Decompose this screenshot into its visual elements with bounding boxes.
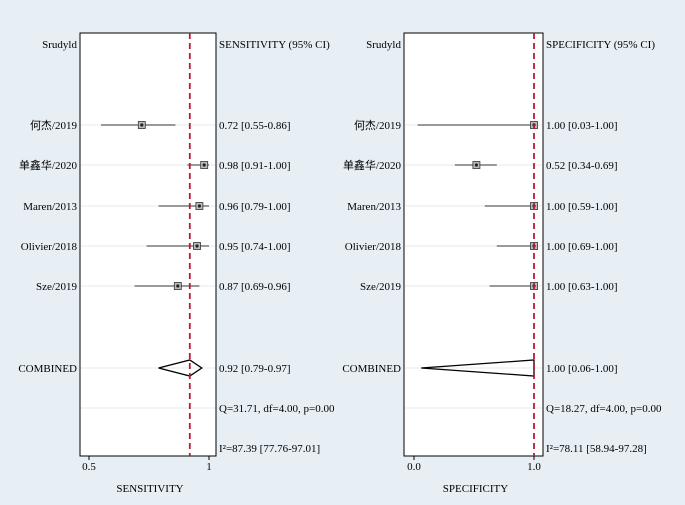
x-tick-label: 1	[206, 461, 212, 473]
study-label: 单鑫华/2020	[19, 158, 78, 172]
study-estimate-text: 0.87 [0.69-0.96]	[219, 281, 291, 293]
point-estimate-dot	[195, 244, 199, 248]
forest-panel-1: 0.5 1 Srudyld SENSITIVITY (95% CI) 何杰/2019 0.…	[18, 32, 335, 495]
q-statistic: Q=31.71, df=4.00, p=0.00	[219, 403, 335, 415]
study-label: 何杰/2019	[354, 119, 402, 132]
x-axis-label: SPECIFICITY	[443, 483, 508, 495]
combined-diamond	[158, 359, 203, 377]
study-label: Sze/2019	[36, 281, 77, 293]
study-label: 单鑫华/2020	[343, 158, 402, 172]
point-estimate-dot	[197, 204, 201, 208]
i2-statistic: I²=78.11 [58.94-97.28]	[546, 443, 647, 455]
study-estimate-text: 0.98 [0.91-1.00]	[219, 160, 291, 172]
column-header-study: Srudyld	[366, 39, 401, 51]
study-estimate-text: 1.00 [0.63-1.00]	[546, 281, 618, 293]
point-estimate-dot	[202, 163, 206, 167]
x-tick-label: 0.5	[82, 461, 96, 473]
study-label: Maren/2013	[23, 201, 77, 213]
combined-label: COMBINED	[342, 363, 401, 375]
study-estimate-text: 0.52 [0.34-0.69]	[546, 160, 618, 172]
x-tick-label: 0.0	[407, 461, 421, 473]
i2-statistic: I²=87.39 [77.76-97.01]	[219, 443, 320, 455]
study-estimate-text: 0.96 [0.79-1.00]	[219, 201, 291, 213]
study-label: Olivier/2018	[21, 241, 78, 253]
study-estimate-text: 0.95 [0.74-1.00]	[219, 241, 291, 253]
study-estimate-text: 0.72 [0.55-0.86]	[219, 120, 291, 132]
x-tick-label: 1.0	[527, 461, 541, 473]
study-label: Sze/2019	[360, 281, 401, 293]
study-label: Maren/2013	[347, 201, 401, 213]
combined-estimate-text: 1.00 [0.06-1.00]	[546, 363, 618, 375]
column-header-study: Srudyld	[42, 39, 77, 51]
combined-estimate-text: 0.92 [0.79-0.97]	[219, 363, 291, 375]
column-header-estimate: SENSITIVITY (95% CI)	[219, 39, 330, 51]
study-label: 何杰/2019	[30, 119, 78, 132]
study-estimate-text: 1.00 [0.69-1.00]	[546, 241, 618, 253]
x-axis-label: SENSITIVITY	[116, 483, 183, 495]
q-statistic: Q=18.27, df=4.00, p=0.00	[546, 403, 662, 415]
column-header-estimate: SPECIFICITY (95% CI)	[546, 39, 655, 51]
point-estimate-dot	[474, 163, 478, 167]
forest-panel-2: 0.0 1.0 Srudyld SPECIFICITY (95% CI) 何杰/2019…	[342, 32, 662, 495]
study-label: Olivier/2018	[345, 241, 402, 253]
study-estimate-text: 1.00 [0.03-1.00]	[546, 120, 618, 132]
point-estimate-dot	[140, 123, 144, 127]
study-estimate-text: 1.00 [0.59-1.00]	[546, 201, 618, 213]
combined-label: COMBINED	[18, 363, 77, 375]
point-estimate-dot	[176, 284, 180, 288]
plot-area	[403, 32, 544, 457]
